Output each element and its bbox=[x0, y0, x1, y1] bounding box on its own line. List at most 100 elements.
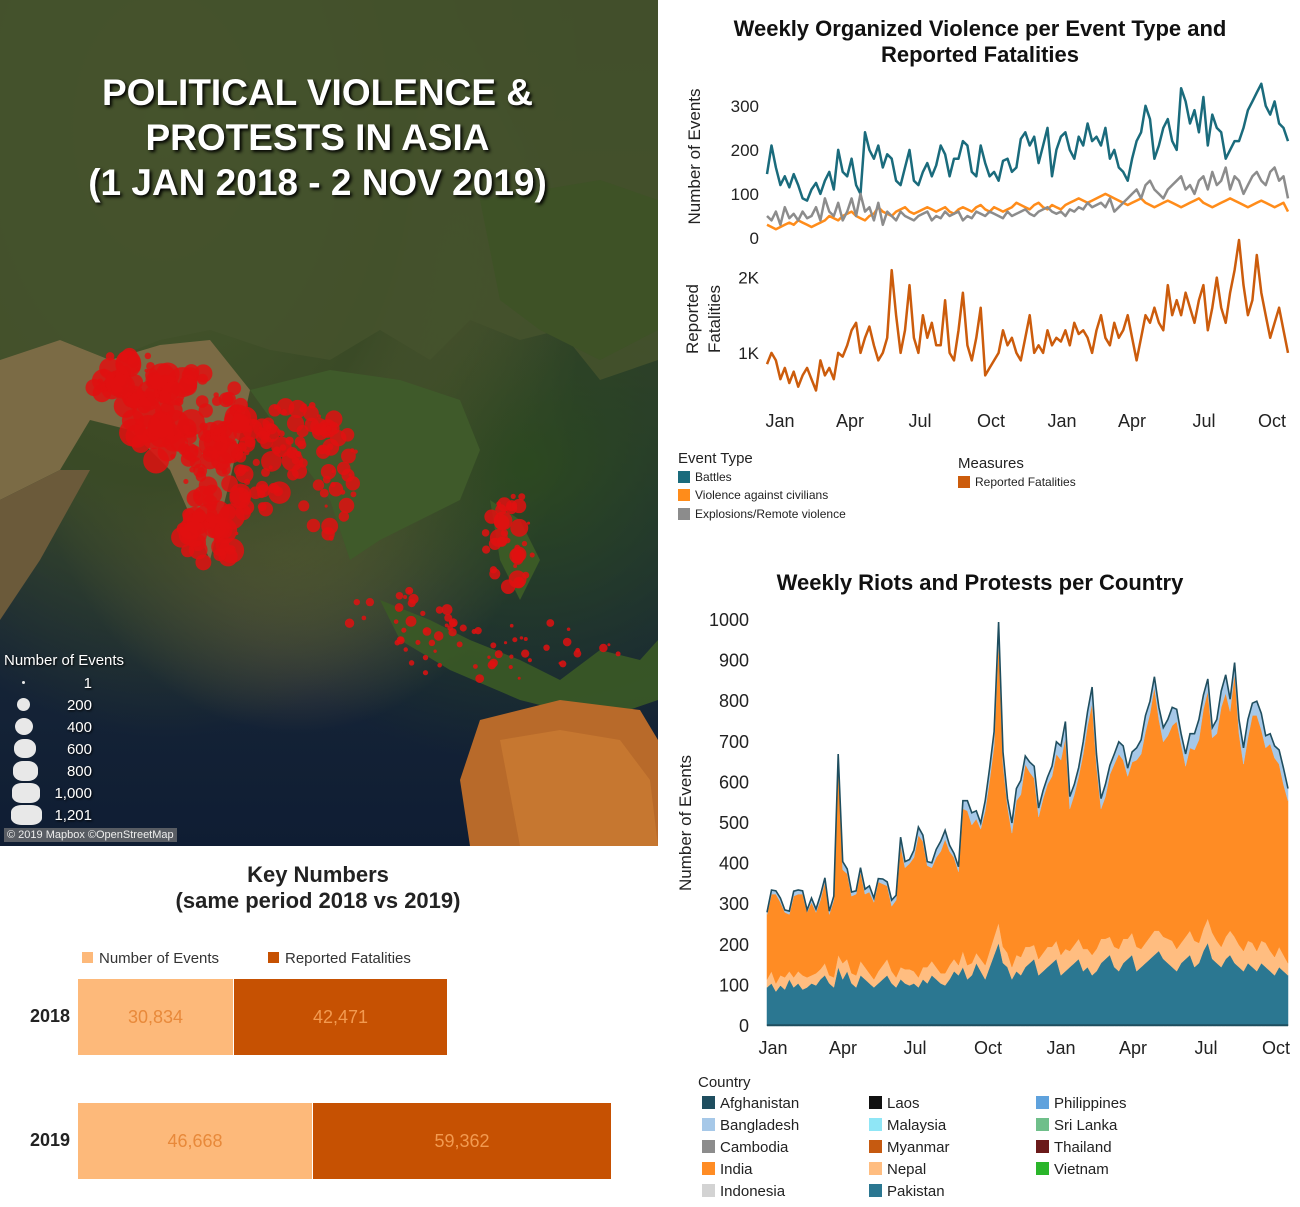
legend-label: Reported Fatalities bbox=[975, 475, 1076, 489]
legend-item-afghanistan[interactable]: Afghanistan bbox=[702, 1095, 799, 1112]
event-bubble bbox=[481, 545, 491, 554]
legend-item-thailand[interactable]: Thailand bbox=[1036, 1139, 1112, 1156]
legend-swatch bbox=[678, 508, 690, 520]
event-bubble bbox=[510, 518, 529, 537]
event-bubble bbox=[255, 430, 270, 445]
event-bubble bbox=[523, 636, 528, 641]
legend-swatch bbox=[1036, 1162, 1049, 1175]
legend-swatch bbox=[869, 1118, 882, 1131]
y-tick-label: 2K bbox=[738, 269, 759, 288]
event-bubble bbox=[85, 379, 103, 397]
legend-item-nepal[interactable]: Nepal bbox=[869, 1161, 926, 1178]
series-line bbox=[765, 238, 1290, 392]
event-bubble bbox=[506, 500, 518, 512]
key-legend-events[interactable]: Number of Events bbox=[82, 950, 219, 967]
organized-violence-chart[interactable]: Weekly Organized Violence per Event Type… bbox=[660, 0, 1300, 540]
series-line bbox=[766, 166, 1290, 227]
event-bubble bbox=[320, 464, 337, 480]
events-bar-2019[interactable]: 46,668 bbox=[78, 1103, 312, 1179]
y-tick-label: 1000 bbox=[709, 610, 749, 630]
event-bubble bbox=[345, 476, 361, 491]
key-legend-fatalities[interactable]: Reported Fatalities bbox=[268, 950, 411, 967]
y-tick-label: 900 bbox=[719, 651, 749, 671]
event-bubble bbox=[115, 349, 142, 376]
map-title: POLITICAL VIOLENCE & PROTESTS IN ASIA (1… bbox=[40, 70, 595, 205]
event-bubble bbox=[328, 535, 334, 541]
event-bubble bbox=[444, 623, 449, 628]
event-bubble bbox=[301, 403, 308, 410]
legend-item-battles[interactable]: Battles bbox=[678, 470, 732, 484]
event-bubble bbox=[197, 373, 208, 385]
map-legend-value: 400 bbox=[66, 719, 92, 736]
event-bubble bbox=[546, 619, 555, 627]
x-tick-label: Jan bbox=[765, 411, 794, 431]
event-bubble bbox=[513, 564, 518, 569]
legend-item-indonesia[interactable]: Indonesia bbox=[702, 1183, 785, 1200]
legend-item-myanmar[interactable]: Myanmar bbox=[869, 1139, 950, 1156]
legend-label: Number of Events bbox=[99, 950, 220, 967]
event-bubble bbox=[230, 404, 238, 412]
legend-item-violence-against-civilians[interactable]: Violence against civilians bbox=[678, 488, 828, 502]
x-tick-label: Oct bbox=[1258, 411, 1286, 431]
legend-label: Sri Lanka bbox=[1054, 1117, 1118, 1134]
fatalities-bar-2019[interactable]: 59,362 bbox=[313, 1103, 611, 1179]
map-legend-value: 800 bbox=[66, 763, 92, 780]
event-bubble bbox=[408, 660, 415, 666]
map-credit[interactable]: © 2019 Mapbox ©OpenStreetMap bbox=[4, 828, 177, 842]
fatalities-bar-2018[interactable]: 42,471 bbox=[234, 979, 447, 1055]
y-tick-label: 300 bbox=[719, 894, 749, 914]
key-title-line: Key Numbers bbox=[247, 862, 389, 887]
legend-item-pakistan[interactable]: Pakistan bbox=[869, 1183, 945, 1200]
x-tick-label: Oct bbox=[974, 1038, 1002, 1058]
event-bubble bbox=[221, 468, 228, 475]
legend-swatch bbox=[678, 471, 690, 483]
y-axis-label: Reported bbox=[683, 284, 702, 354]
event-bubble bbox=[428, 639, 436, 647]
map-legend-row: 800 bbox=[4, 761, 98, 783]
event-bubble bbox=[487, 660, 497, 670]
event-bubble bbox=[338, 511, 350, 522]
legend-item-laos[interactable]: Laos bbox=[869, 1095, 920, 1112]
legend-item-malaysia[interactable]: Malaysia bbox=[869, 1117, 946, 1134]
event-bubble bbox=[420, 610, 426, 616]
event-bubble bbox=[512, 637, 518, 643]
event-bubble bbox=[325, 425, 332, 432]
event-bubble bbox=[237, 464, 248, 474]
event-bubble bbox=[213, 548, 227, 562]
bar-value: 42,471 bbox=[312, 1006, 369, 1027]
event-bubble bbox=[403, 647, 408, 652]
legend-item-bangladesh[interactable]: Bangladesh bbox=[702, 1117, 799, 1134]
x-tick-label: Apr bbox=[1118, 411, 1146, 431]
y-tick-label: 200 bbox=[731, 141, 759, 160]
legend-item-india[interactable]: India bbox=[702, 1161, 753, 1178]
event-bubble bbox=[243, 478, 251, 486]
legend-swatch bbox=[1036, 1096, 1049, 1109]
events-bar-2018[interactable]: 30,834 bbox=[78, 979, 233, 1055]
event-bubble bbox=[294, 436, 306, 447]
event-bubble bbox=[435, 606, 444, 614]
event-bubble bbox=[475, 674, 485, 683]
event-bubble bbox=[227, 381, 242, 396]
legend-item-vietnam[interactable]: Vietnam bbox=[1036, 1161, 1109, 1178]
event-bubble bbox=[510, 493, 516, 499]
event-bubble bbox=[295, 452, 301, 458]
legend-item-explosions[interactable]: Explosions/Remote violence bbox=[678, 507, 846, 521]
map-legend-row: 1,201 bbox=[4, 805, 98, 827]
event-bubble bbox=[508, 570, 527, 589]
legend-item-cambodia[interactable]: Cambodia bbox=[702, 1139, 788, 1156]
event-bubble bbox=[280, 409, 287, 416]
event-bubble bbox=[261, 451, 282, 472]
legend-item-philippines[interactable]: Philippines bbox=[1036, 1095, 1127, 1112]
legend-item-reported-fatalities[interactable]: Reported Fatalities bbox=[958, 475, 1076, 489]
event-bubble bbox=[456, 641, 463, 648]
chart2-plot: 0 100 200 300 400 500 600 700 800 900 1000 Number o… bbox=[676, 610, 1290, 1058]
legend-swatch bbox=[702, 1096, 715, 1109]
legend-label: India bbox=[720, 1161, 753, 1178]
size-bubble-icon bbox=[15, 718, 33, 735]
event-bubble bbox=[279, 444, 287, 451]
legend-item-sri-lanka[interactable]: Sri Lanka bbox=[1036, 1117, 1117, 1134]
asia-map[interactable]: POLITICAL VIOLENCE & PROTESTS IN ASIA (1… bbox=[0, 0, 658, 846]
x-tick-label: Jul bbox=[1194, 1038, 1217, 1058]
x-tick-label: Apr bbox=[1119, 1038, 1147, 1058]
riots-protests-chart[interactable]: Weekly Riots and Protests per Country 0 1… bbox=[660, 560, 1300, 1207]
